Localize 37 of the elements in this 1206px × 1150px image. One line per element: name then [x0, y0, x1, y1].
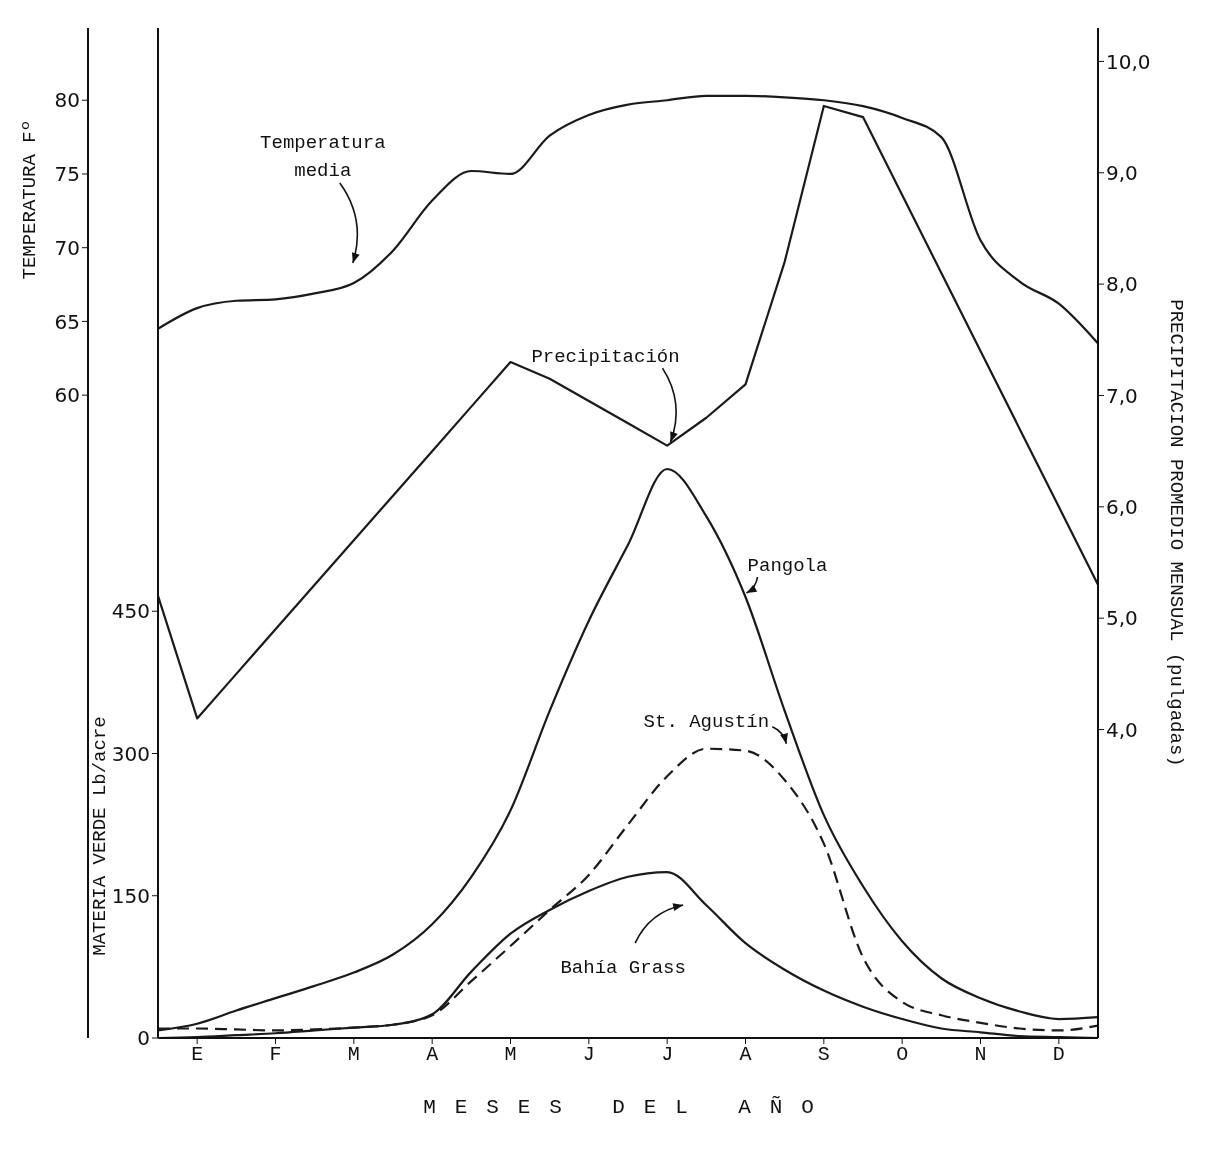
- y3-tick-label: 60: [54, 383, 80, 408]
- y2-tick-label: 7,0: [1106, 383, 1138, 408]
- y2-tick-label: 10,0: [1106, 49, 1151, 74]
- x-tick-label: O: [896, 1043, 909, 1067]
- y-tick-label: 0: [137, 1026, 150, 1051]
- x-tick-label: M: [347, 1043, 360, 1067]
- text: Temperatura media: [260, 132, 386, 183]
- series-label: Pangola: [747, 555, 828, 578]
- x-axis-title: MESES DEL AÑO: [423, 1095, 833, 1119]
- y3-tick-label: 70: [54, 235, 80, 260]
- x-tick-label: A: [426, 1043, 439, 1067]
- series-label: Precipitación: [531, 346, 680, 369]
- y3-tick-label: 75: [54, 162, 80, 187]
- y-tick-label: 300: [111, 741, 150, 766]
- x-tick-label: D: [1052, 1043, 1065, 1067]
- x-tick-label: J: [661, 1043, 674, 1067]
- x-tick-label: J: [582, 1043, 595, 1067]
- y2-axis-title: PRECIPITACION PROMEDIO MENSUAL (pulgadas): [1164, 299, 1187, 767]
- y3-tick-label: 80: [54, 88, 80, 113]
- x-tick-label: S: [817, 1043, 830, 1067]
- y2-tick-label: 6,0: [1106, 494, 1138, 519]
- y3-tick-label: 65: [54, 309, 80, 334]
- x-tick-label: F: [269, 1043, 282, 1067]
- x-tick-label: A: [739, 1043, 752, 1067]
- x-tick-label: E: [191, 1043, 204, 1067]
- y2-tick-label: 9,0: [1106, 160, 1138, 185]
- y-tick-label: 450: [111, 599, 150, 624]
- y-tick-label: 150: [111, 883, 150, 908]
- x-tick-label: M: [504, 1043, 517, 1067]
- y2-tick-label: 4,0: [1106, 717, 1138, 742]
- y3-axis-title: TEMPERATURA Fº: [19, 119, 42, 280]
- y2-tick-label: 8,0: [1106, 272, 1138, 297]
- legend-label: Bahía Grass: [560, 957, 686, 980]
- y2-tick-label: 5,0: [1106, 606, 1138, 631]
- y-axis-title: MATERIA VERDE Lb/acre: [89, 716, 112, 956]
- series-label: St. Agustín: [643, 710, 770, 733]
- x-tick-label: N: [974, 1043, 987, 1067]
